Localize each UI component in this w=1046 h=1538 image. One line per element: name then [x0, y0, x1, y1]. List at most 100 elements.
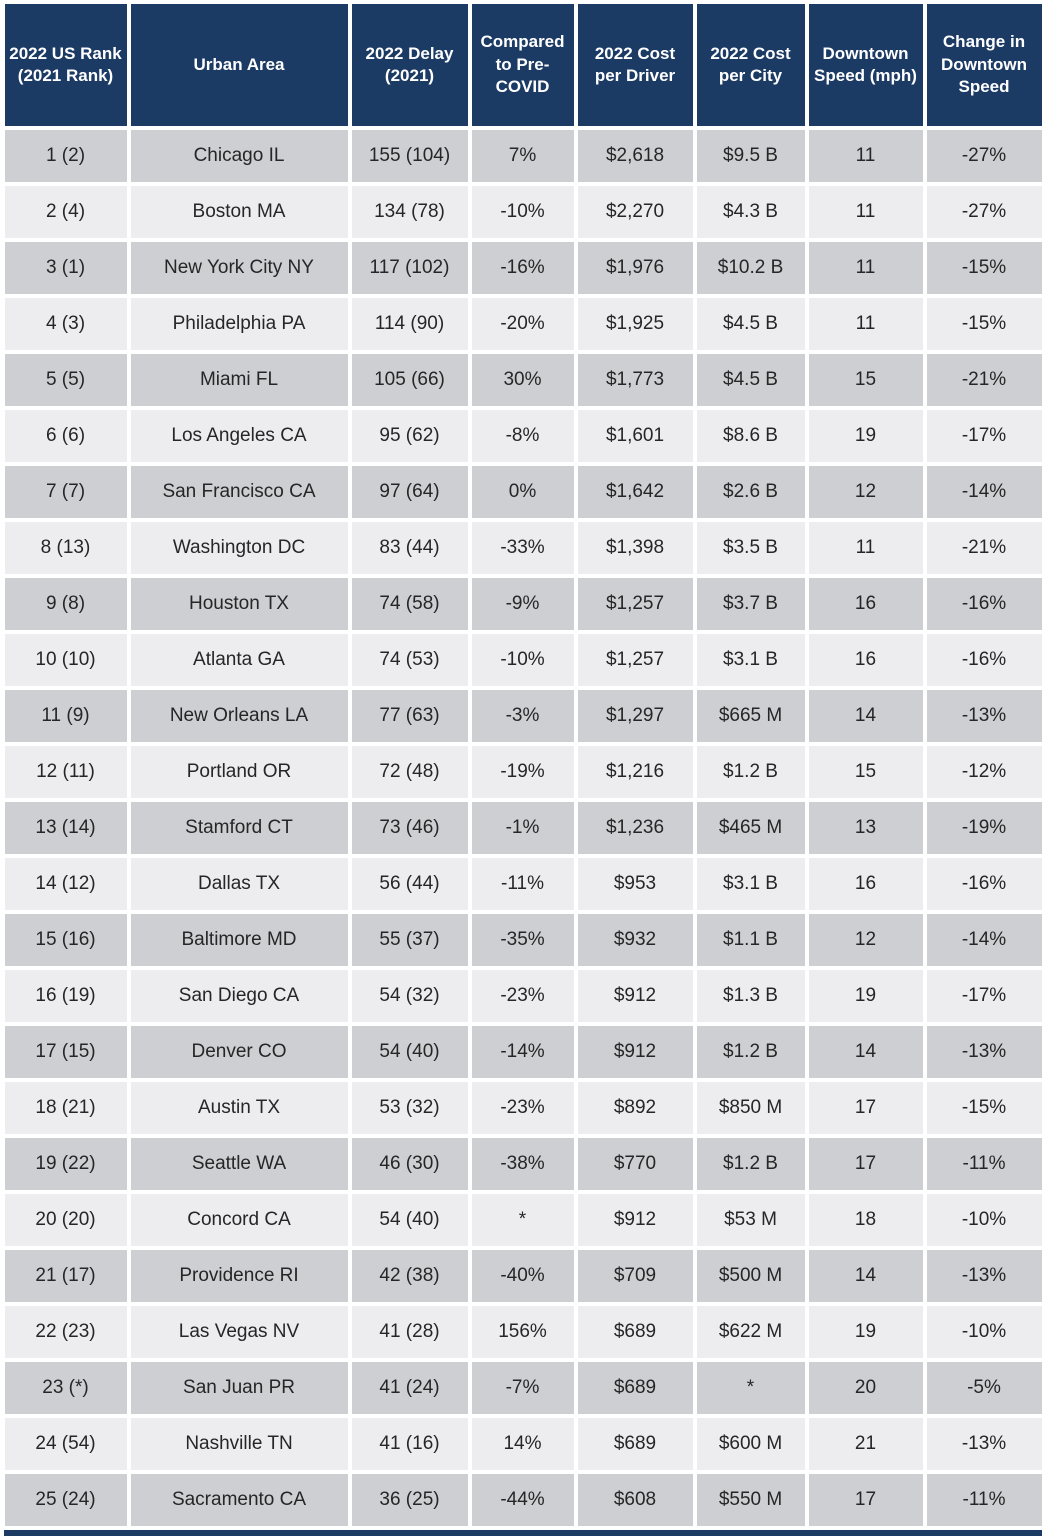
cell-delay: 83 (44)	[351, 522, 468, 574]
cell-cost_city: $1.3 B	[696, 970, 805, 1022]
cell-covid: -33%	[471, 522, 574, 574]
cell-speed_change: -13%	[926, 1026, 1042, 1078]
cell-area: Austin TX	[130, 1082, 348, 1134]
cell-covid: -44%	[471, 1474, 574, 1526]
cell-rank: 14 (12)	[4, 858, 127, 910]
cell-delay: 134 (78)	[351, 186, 468, 238]
cell-cost_city: $3.5 B	[696, 522, 805, 574]
cell-area: Concord CA	[130, 1194, 348, 1246]
cell-speed_change: -10%	[926, 1194, 1042, 1246]
cell-cost_city: $3.1 B	[696, 858, 805, 910]
cell-covid: -9%	[471, 578, 574, 630]
cell-cost_driver: $953	[577, 858, 693, 910]
cell-cost_driver: $689	[577, 1306, 693, 1358]
cell-cost_driver: $689	[577, 1362, 693, 1414]
cell-speed_change: -19%	[926, 802, 1042, 854]
cell-speed: 11	[808, 242, 923, 294]
cell-speed: 16	[808, 578, 923, 630]
cell-speed: 11	[808, 522, 923, 574]
table-row: 12 (11) Portland OR 72 (48) -19% $1,216 $1.2 …	[4, 746, 1042, 798]
cell-speed_change: -5%	[926, 1362, 1042, 1414]
column-header-cost-city: 2022 Cost per City	[696, 4, 805, 126]
cell-delay: 42 (38)	[351, 1250, 468, 1302]
cell-speed: 14	[808, 1026, 923, 1078]
cell-rank: 9 (8)	[4, 578, 127, 630]
column-header-rank: 2022 US Rank (2021 Rank)	[4, 4, 127, 126]
cell-area: Boston MA	[130, 186, 348, 238]
cell-covid: 30%	[471, 354, 574, 406]
table-row: 19 (22) Seattle WA 46 (30) -38% $770 $1.2 B 17…	[4, 1138, 1042, 1190]
cell-delay: 97 (64)	[351, 466, 468, 518]
cell-covid: -38%	[471, 1138, 574, 1190]
cell-covid: -11%	[471, 858, 574, 910]
cell-delay: 55 (37)	[351, 914, 468, 966]
cell-rank: 8 (13)	[4, 522, 127, 574]
cell-speed_change: -16%	[926, 578, 1042, 630]
cell-covid: -7%	[471, 1362, 574, 1414]
cell-area: San Diego CA	[130, 970, 348, 1022]
cell-cost_city: $3.7 B	[696, 578, 805, 630]
cell-rank: 19 (22)	[4, 1138, 127, 1190]
cell-delay: 54 (40)	[351, 1194, 468, 1246]
table-row: 10 (10) Atlanta GA 74 (53) -10% $1,257 $3.1 B…	[4, 634, 1042, 686]
cell-cost_driver: $1,601	[577, 410, 693, 462]
table-row: 23 (*) San Juan PR 41 (24) -7% $689 * 20 -5%	[4, 1362, 1042, 1414]
cell-cost_city: $550 M	[696, 1474, 805, 1526]
cell-speed_change: -11%	[926, 1474, 1042, 1526]
cell-cost_city: $622 M	[696, 1306, 805, 1358]
cell-area: Denver CO	[130, 1026, 348, 1078]
cell-rank: 21 (17)	[4, 1250, 127, 1302]
cell-speed_change: -21%	[926, 522, 1042, 574]
cell-covid: -10%	[471, 186, 574, 238]
cell-rank: 23 (*)	[4, 1362, 127, 1414]
cell-rank: 4 (3)	[4, 298, 127, 350]
cell-speed: 16	[808, 858, 923, 910]
cell-rank: 13 (14)	[4, 802, 127, 854]
cell-speed_change: -17%	[926, 410, 1042, 462]
cell-rank: 25 (24)	[4, 1474, 127, 1526]
cell-cost_driver: $892	[577, 1082, 693, 1134]
cell-cost_city: $1.1 B	[696, 914, 805, 966]
cell-area: Seattle WA	[130, 1138, 348, 1190]
cell-speed_change: -12%	[926, 746, 1042, 798]
cell-speed_change: -27%	[926, 186, 1042, 238]
cell-delay: 54 (32)	[351, 970, 468, 1022]
cell-delay: 95 (62)	[351, 410, 468, 462]
cell-speed_change: -17%	[926, 970, 1042, 1022]
cell-covid: -1%	[471, 802, 574, 854]
cell-covid: -14%	[471, 1026, 574, 1078]
cell-speed: 11	[808, 186, 923, 238]
cell-speed_change: -14%	[926, 466, 1042, 518]
cell-speed: 18	[808, 1194, 923, 1246]
cell-area: Portland OR	[130, 746, 348, 798]
cell-area: Las Vegas NV	[130, 1306, 348, 1358]
cell-speed: 11	[808, 298, 923, 350]
table-row: 22 (23) Las Vegas NV 41 (28) 156% $689 $622 M…	[4, 1306, 1042, 1358]
header-row: 2022 US Rank (2021 Rank) Urban Area 2022…	[4, 4, 1042, 126]
cell-cost_city: $1.2 B	[696, 1138, 805, 1190]
cell-cost_driver: $709	[577, 1250, 693, 1302]
cell-area: Baltimore MD	[130, 914, 348, 966]
cell-speed: 19	[808, 1306, 923, 1358]
cell-delay: 36 (25)	[351, 1474, 468, 1526]
cell-area: Stamford CT	[130, 802, 348, 854]
cell-delay: 117 (102)	[351, 242, 468, 294]
cell-rank: 11 (9)	[4, 690, 127, 742]
cell-rank: 5 (5)	[4, 354, 127, 406]
cell-rank: 2 (4)	[4, 186, 127, 238]
cell-delay: 77 (63)	[351, 690, 468, 742]
table-row: 15 (16) Baltimore MD 55 (37) -35% $932 $1.1 B…	[4, 914, 1042, 966]
cell-area: Washington DC	[130, 522, 348, 574]
column-header-delay: 2022 Delay (2021)	[351, 4, 468, 126]
cell-rank: 6 (6)	[4, 410, 127, 462]
cell-cost_driver: $1,925	[577, 298, 693, 350]
cell-rank: 18 (21)	[4, 1082, 127, 1134]
cell-rank: 20 (20)	[4, 1194, 127, 1246]
cell-covid: -35%	[471, 914, 574, 966]
cell-delay: 72 (48)	[351, 746, 468, 798]
cell-area: Miami FL	[130, 354, 348, 406]
cell-speed_change: -14%	[926, 914, 1042, 966]
cell-speed_change: -11%	[926, 1138, 1042, 1190]
cell-covid: -23%	[471, 1082, 574, 1134]
cell-delay: 53 (32)	[351, 1082, 468, 1134]
